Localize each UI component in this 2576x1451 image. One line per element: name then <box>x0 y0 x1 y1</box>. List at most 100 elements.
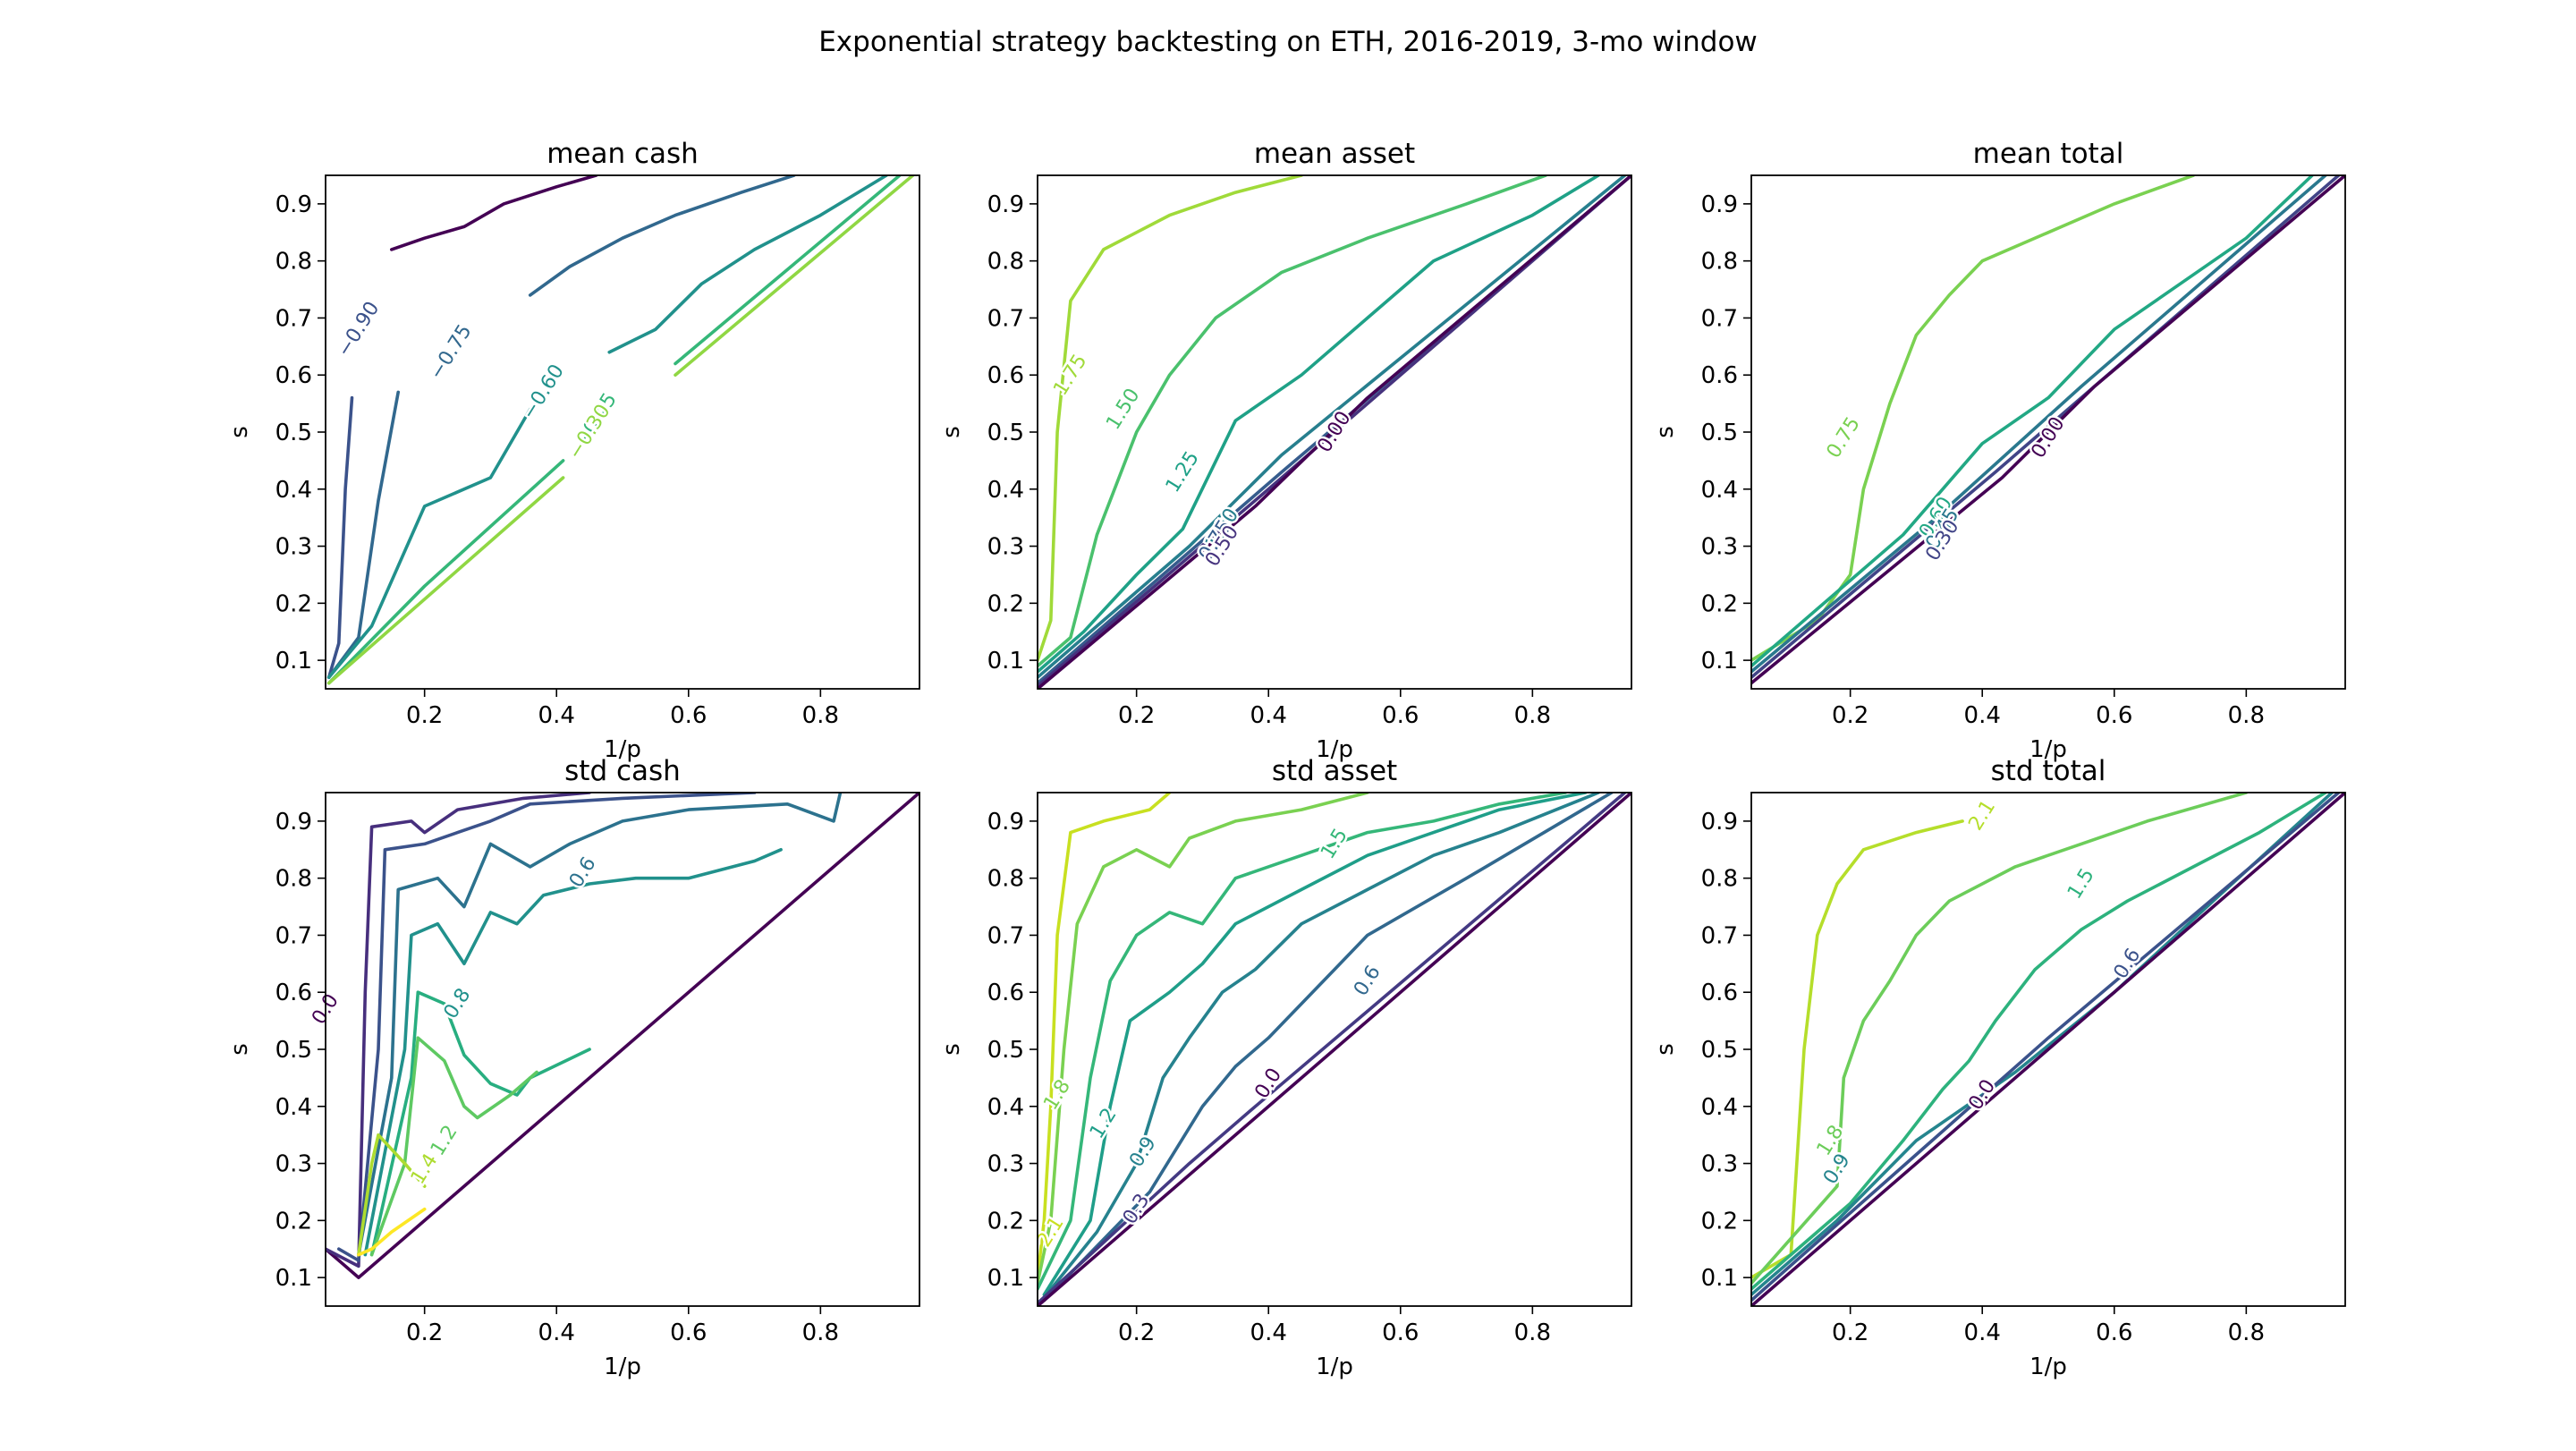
x-tick-label: 0.6 <box>1382 1319 1419 1346</box>
contour-line-2 <box>1038 175 1547 668</box>
x-tick-label: 0.8 <box>802 702 839 729</box>
y-tick-label: 0.3 <box>1701 1151 1738 1178</box>
y-tick-label: 0.8 <box>1701 249 1738 276</box>
y-tick-label: 0.4 <box>1701 1094 1738 1121</box>
contour-line-1 <box>326 793 919 1279</box>
x-tick-label: 0.2 <box>1118 702 1155 729</box>
y-axis-label: s <box>1652 426 1679 438</box>
x-tick-label: 0.4 <box>538 1319 575 1346</box>
y-tick-label: 0.8 <box>1701 866 1738 893</box>
y-tick-label: 0.6 <box>1701 980 1738 1006</box>
contour-line-8 <box>607 175 888 354</box>
contour-line-7 <box>1038 793 1627 1305</box>
contour-lines <box>1038 175 1631 689</box>
contour-line-5 <box>1042 793 1600 1300</box>
y-axis-label: s <box>938 426 965 438</box>
y-tick-label: 0.9 <box>275 191 312 218</box>
x-tick-label: 0.8 <box>802 1319 839 1346</box>
contour-line-3 <box>1038 175 1600 674</box>
y-tick-label: 0.7 <box>1701 922 1738 949</box>
y-tick-label: 0.7 <box>987 305 1024 332</box>
contour-line-6 <box>390 175 598 251</box>
contour-line-6 <box>1038 175 1631 688</box>
contour-line-10 <box>674 175 915 377</box>
y-tick-label: 0.5 <box>1701 1037 1738 1064</box>
y-axis-label: s <box>226 426 253 438</box>
contour-line-5 <box>1751 175 2345 685</box>
x-axis-label: 1/p <box>604 736 641 763</box>
contour-line-1 <box>326 395 354 679</box>
x-tick-label: 0.4 <box>1964 1319 2001 1346</box>
x-tick-label: 0.8 <box>2228 1319 2265 1346</box>
y-tick-label: 0.1 <box>275 1265 312 1292</box>
y-tick-label: 0.4 <box>1701 477 1738 504</box>
contour-line-1 <box>1751 819 1964 1279</box>
contour-line-3 <box>326 407 532 679</box>
x-tick-label: 0.6 <box>670 1319 707 1346</box>
y-tick-label: 0.9 <box>1701 809 1738 836</box>
y-tick-label: 0.5 <box>1701 420 1738 446</box>
x-tick-label: 0.6 <box>1382 702 1419 729</box>
x-tick-label: 0.2 <box>1118 1319 1155 1346</box>
y-tick-label: 0.1 <box>1701 648 1738 675</box>
contour-line-4 <box>1751 175 2341 679</box>
y-tick-label: 0.7 <box>1701 305 1738 332</box>
y-tick-label: 0.6 <box>987 362 1024 389</box>
y-tick-label: 0.4 <box>275 1094 312 1121</box>
contour-line-2 <box>326 793 591 1269</box>
y-tick-label: 0.2 <box>1701 590 1738 617</box>
contour-line-3 <box>337 793 757 1262</box>
x-axis-label: 1/p <box>1316 736 1353 763</box>
contour-line-7 <box>369 1036 538 1257</box>
y-tick-label: 0.1 <box>1701 1265 1738 1292</box>
y-tick-label: 0.7 <box>275 305 312 332</box>
y-tick-label: 0.4 <box>987 1094 1024 1121</box>
y-tick-label: 0.3 <box>275 1151 312 1178</box>
x-tick-label: 0.4 <box>1250 1319 1287 1346</box>
y-tick-label: 0.3 <box>987 534 1024 561</box>
contour-line-3 <box>1751 793 2327 1291</box>
y-tick-label: 0.8 <box>275 249 312 276</box>
x-tick-label: 0.8 <box>1514 702 1551 729</box>
figure-title: Exponential strategy backtesting on ETH,… <box>818 26 1758 58</box>
contour-line-4 <box>357 793 843 1257</box>
x-tick-label: 0.4 <box>538 702 575 729</box>
x-tick-label: 0.4 <box>1964 702 2001 729</box>
y-tick-label: 0.6 <box>275 980 312 1006</box>
contour-line-6 <box>1042 793 1614 1303</box>
contour-line-5 <box>1751 793 2341 1303</box>
contour-line-3 <box>1751 175 2327 674</box>
y-tick-label: 0.4 <box>987 477 1024 504</box>
contour-line-7 <box>528 175 796 297</box>
y-tick-label: 0.7 <box>275 922 312 949</box>
contour-line-4 <box>1042 793 1588 1296</box>
x-axis-label: 1/p <box>2029 736 2067 763</box>
subplot-title: std total <box>1991 755 2106 787</box>
y-tick-label: 0.3 <box>275 534 312 561</box>
y-tick-label: 0.1 <box>987 648 1024 675</box>
y-tick-label: 0.8 <box>987 866 1024 893</box>
subplot-title: mean total <box>1973 138 2124 170</box>
y-axis-label: s <box>226 1043 253 1056</box>
x-axis-label: 1/p <box>1316 1353 1353 1380</box>
y-tick-label: 0.5 <box>275 1037 312 1064</box>
contour-line-6 <box>1751 793 2345 1306</box>
y-tick-label: 0.4 <box>275 477 312 504</box>
contour-lines <box>326 793 919 1279</box>
subplot-title: mean cash <box>547 138 699 170</box>
x-tick-label: 0.6 <box>2096 1319 2132 1346</box>
contour-line-2 <box>1038 793 1369 1286</box>
contour-line-7 <box>1038 175 1631 689</box>
y-tick-label: 0.3 <box>1701 534 1738 561</box>
subplot-title: std cash <box>564 755 681 787</box>
contour-lines <box>1038 793 1631 1306</box>
y-tick-label: 0.6 <box>1701 362 1738 389</box>
y-tick-label: 0.7 <box>987 922 1024 949</box>
y-tick-label: 0.3 <box>987 1151 1024 1178</box>
contour-line-3 <box>1038 793 1567 1291</box>
y-tick-label: 0.5 <box>987 1037 1024 1064</box>
y-tick-label: 0.2 <box>275 1208 312 1235</box>
subplot-title: mean asset <box>1254 138 1415 170</box>
